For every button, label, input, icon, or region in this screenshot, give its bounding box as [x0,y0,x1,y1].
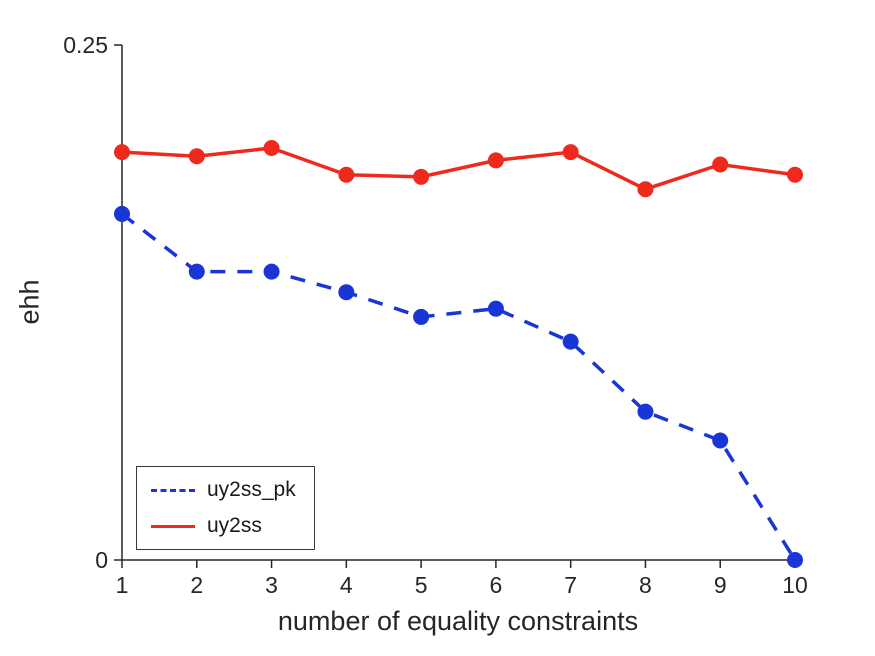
series-uy2ss-marker [712,156,729,173]
x-tick-label: 10 [782,572,808,598]
y-axis-label: ehh [14,279,45,325]
series-uy2ss-marker [338,166,355,183]
x-tick-label: 4 [340,572,353,598]
y-tick-label: 0.25 [63,32,108,58]
series-uy2ss_pk-marker [188,263,205,280]
x-tick-label: 5 [415,572,428,598]
series-uy2ss_pk-line [120,212,797,561]
series-uy2ss-marker [562,144,579,161]
legend: uy2ss_pk uy2ss [136,466,315,550]
x-tick-label: 3 [265,572,278,598]
legend-label: uy2ss_pk [207,478,296,501]
y-tick-label: 0 [95,547,108,573]
series-uy2ss_pk-marker [712,432,729,449]
series-uy2ss_pk-marker [562,333,579,350]
series-uy2ss_pk-marker [637,403,654,420]
legend-item-uy2ss_pk: uy2ss_pk [151,478,296,502]
series-uy2ss_pk-marker [413,308,430,325]
series-uy2ss-marker [413,168,430,185]
legend-item-uy2ss: uy2ss [151,514,296,538]
legend-line-sample-dashed [151,488,195,492]
x-tick-label: 9 [714,572,727,598]
series-uy2ss_pk-marker [114,205,130,222]
series-uy2ss-marker [637,181,654,198]
x-axis-label: number of equality constraints [277,606,639,636]
series-uy2ss_pk-marker [487,300,504,317]
x-tick-label: 7 [564,572,577,598]
series-uy2ss-marker [263,140,280,156]
series-uy2ss-marker [114,144,130,161]
series-uy2ss_pk-marker [787,552,803,568]
legend-line-sample-solid [151,524,195,528]
x-tick-label: 6 [489,572,502,598]
x-tick-label: 8 [639,572,652,598]
series-uy2ss_pk-marker [263,263,280,280]
legend-label: uy2ss [207,514,262,537]
series-uy2ss-marker [787,166,803,183]
series-uy2ss-marker [487,152,504,169]
x-tick-label: 2 [190,572,203,598]
x-tick-label: 1 [116,572,129,598]
series-uy2ss-marker [188,148,205,165]
series-uy2ss-line [121,146,796,192]
series-uy2ss_pk-marker [338,284,355,301]
